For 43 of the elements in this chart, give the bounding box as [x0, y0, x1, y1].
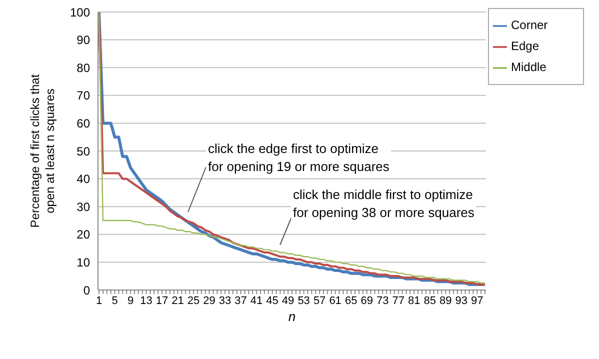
- x-tick-label: 53: [298, 294, 310, 307]
- y-axis-title: Percentage of first clicks that open at least n squares: [28, 74, 57, 228]
- annotation: click the middle first to optimize for opening 38 or more squares: [291, 186, 476, 222]
- x-axis-title: n: [288, 309, 296, 324]
- x-tick-label: 21: [172, 294, 184, 307]
- x-tick-label: 41: [250, 294, 263, 307]
- x-tick-label: 1: [96, 294, 102, 307]
- x-tick-label: 89: [439, 294, 452, 307]
- x-tick-label: 77: [392, 294, 404, 307]
- x-tick-label: 29: [203, 294, 216, 307]
- x-tick-label: 65: [344, 294, 358, 307]
- x-tick-label: 61: [329, 294, 342, 307]
- x-tick-label: 93: [455, 294, 468, 307]
- legend-label: Corner: [511, 18, 548, 32]
- x-tick-label: 69: [360, 294, 373, 307]
- x-tick-label: 97: [470, 294, 484, 307]
- x-tick-label: 45: [266, 294, 278, 307]
- y-tick-label: 40: [76, 172, 90, 186]
- x-tick-label: 5: [112, 294, 118, 307]
- y-tick-label: 100: [70, 5, 90, 20]
- x-tick-label: 49: [282, 294, 294, 307]
- x-tick-label: 81: [408, 294, 420, 307]
- x-tick-label: 73: [376, 294, 389, 307]
- annotation: click the edge first to optimize for opening 19 or more squares: [206, 140, 392, 176]
- y-tick-label: 80: [76, 60, 90, 75]
- x-tick-label: 85: [424, 294, 436, 307]
- y-tick-label: 90: [76, 33, 90, 48]
- y-tick-label: 30: [76, 200, 90, 214]
- x-tick-label: 57: [313, 294, 326, 307]
- y-tick-label: 20: [76, 228, 90, 242]
- y-tick-label: 0: [83, 283, 90, 298]
- x-tick-label: 25: [187, 294, 200, 307]
- x-tick-label: 33: [218, 294, 232, 307]
- x-tick-label: 37: [234, 294, 247, 307]
- y-tick-label: 50: [76, 144, 90, 158]
- x-tick-label: 9: [127, 294, 134, 307]
- legend-label: Edge: [511, 39, 540, 53]
- x-tick-label: 17: [156, 294, 168, 307]
- legend-label: Middle: [511, 60, 546, 74]
- y-tick-label: 70: [76, 88, 90, 103]
- y-tick-label: 60: [76, 116, 90, 130]
- y-tick-label: 10: [76, 255, 90, 270]
- x-tick-label: 13: [140, 294, 152, 307]
